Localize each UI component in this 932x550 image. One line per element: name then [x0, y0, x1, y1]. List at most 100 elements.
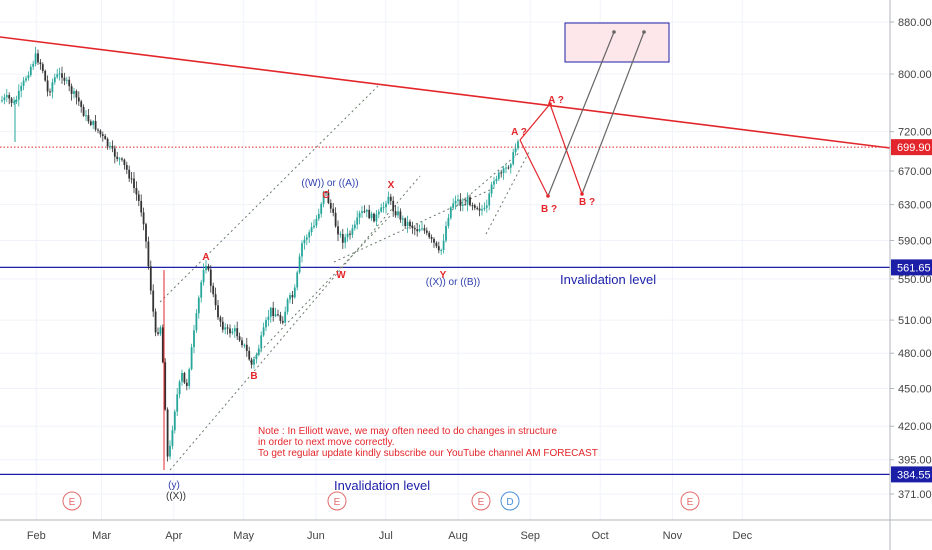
x-tick-label: Oct	[592, 530, 609, 542]
candle-body	[20, 85, 23, 91]
candle-body	[207, 265, 210, 270]
candle-body	[106, 138, 109, 147]
scenario-up-path	[547, 31, 615, 197]
event-marker-label: E	[69, 497, 76, 508]
candle-body	[219, 317, 222, 322]
overlays	[0, 22, 891, 476]
candle-body	[149, 266, 152, 291]
candle-body	[243, 344, 246, 346]
candle-body	[325, 192, 327, 194]
y-axis: 880.00 800.00 720.00 670.00 630.00 590.00 550.…	[889, 0, 932, 550]
candle-body	[238, 336, 241, 341]
candle-body	[37, 53, 39, 63]
candle-body	[135, 187, 138, 195]
wave-label: ((W)) or ((A))	[301, 178, 358, 189]
candle-body	[416, 229, 419, 232]
upper-invalidation-label: Invalidation level	[560, 272, 656, 287]
candle-body	[39, 62, 42, 65]
candle-body	[113, 148, 116, 157]
candle-body	[279, 315, 282, 321]
current-price-tag	[891, 139, 932, 156]
x-tick-label: Sep	[520, 530, 540, 542]
event-marker[interactable]	[680, 491, 700, 511]
arrowhead	[546, 194, 550, 198]
candle-body	[22, 80, 25, 86]
y-tick-label: 395.00	[898, 455, 932, 467]
candle-body	[509, 164, 512, 168]
candle-body	[392, 200, 395, 212]
candle-body	[212, 285, 215, 295]
candle-body	[464, 204, 467, 206]
candle-body	[200, 282, 203, 298]
candle-body	[370, 213, 373, 219]
candle-body	[409, 221, 411, 227]
candle-body	[411, 226, 414, 229]
candles	[1, 46, 519, 470]
wave-label: A ?	[511, 127, 527, 138]
candle-body	[13, 101, 15, 103]
event-marker[interactable]	[500, 491, 520, 511]
candle-body	[87, 115, 90, 122]
wave-label: (y)	[168, 480, 180, 491]
candle-body	[358, 213, 361, 218]
candle-body	[99, 130, 102, 135]
candle-body	[490, 184, 493, 194]
candle-body	[404, 218, 407, 226]
candle-body	[495, 178, 498, 182]
candle-body	[476, 207, 479, 209]
candle-body	[171, 430, 174, 446]
candle-body	[173, 411, 176, 431]
candle-body	[356, 217, 359, 225]
candle-body	[70, 86, 73, 94]
candle-body	[339, 234, 342, 236]
candle-body	[82, 106, 85, 116]
candle-body	[257, 348, 260, 355]
candle-body	[303, 239, 306, 244]
candle-body	[209, 269, 212, 286]
candle-body	[327, 192, 330, 203]
candle-body	[51, 82, 54, 93]
candle-body	[430, 237, 433, 239]
note-text: To get regular update kindly subscribe o…	[258, 448, 598, 459]
candle-body	[32, 63, 35, 67]
candle-body	[169, 445, 171, 457]
candle-body	[188, 369, 191, 386]
wave-label: Y	[440, 270, 447, 281]
x-tick-label: May	[233, 530, 254, 542]
candle-body	[123, 159, 126, 166]
arrowhead	[580, 192, 584, 196]
candle-body	[423, 228, 426, 231]
upper-level-tag	[891, 259, 932, 276]
candle-body	[65, 79, 68, 81]
x-tick-label: Jun	[307, 530, 325, 542]
event-marker[interactable]	[62, 491, 82, 511]
candle-body	[25, 78, 27, 81]
candle-body	[61, 73, 63, 78]
candle-body	[260, 335, 263, 349]
candle-body	[245, 344, 248, 351]
candle-body	[418, 229, 421, 232]
x-tick-label: Apr	[165, 530, 182, 542]
candle-body	[421, 228, 423, 230]
wave-label: B ?	[541, 204, 557, 215]
target-zone-box	[564, 22, 670, 63]
candle-body	[317, 213, 320, 219]
candle-body	[130, 178, 133, 180]
candle-body	[255, 354, 258, 360]
candle-body	[389, 196, 392, 201]
candle-body	[80, 101, 83, 107]
event-marker[interactable]	[327, 491, 347, 511]
y-tick-label: 590.00	[898, 235, 932, 247]
candle-body	[497, 172, 500, 179]
wave-label: C	[322, 190, 329, 201]
candle-body	[3, 97, 6, 101]
candle-body	[291, 295, 294, 298]
candle-body	[101, 134, 104, 136]
candle-body	[329, 202, 332, 209]
candle-body	[301, 243, 303, 257]
candle-body	[377, 211, 380, 215]
event-marker[interactable]	[471, 491, 491, 511]
y-tick-label: 420.00	[898, 421, 932, 433]
